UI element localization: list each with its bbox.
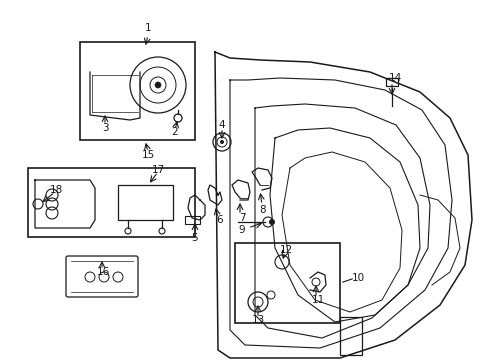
Text: 10: 10 [351, 273, 364, 283]
Bar [184, 216, 200, 224]
Text: 3: 3 [102, 123, 108, 133]
Circle shape [155, 82, 161, 88]
Text: 11: 11 [311, 295, 324, 305]
Text: 7: 7 [238, 213, 245, 223]
Text: 18: 18 [49, 185, 62, 195]
Bar [235, 243, 339, 323]
Text: 12: 12 [279, 245, 292, 255]
Circle shape [268, 219, 274, 225]
Text: 5: 5 [191, 233, 198, 243]
Bar [339, 317, 361, 355]
Circle shape [220, 140, 224, 144]
Bar [385, 78, 397, 86]
Text: 4: 4 [218, 120, 225, 130]
Text: 2: 2 [171, 127, 178, 137]
Bar [28, 168, 195, 237]
Bar [80, 42, 195, 140]
Text: 9: 9 [238, 225, 245, 235]
Text: 16: 16 [96, 267, 109, 277]
Text: 13: 13 [251, 315, 264, 325]
Text: 14: 14 [387, 73, 401, 83]
Bar [118, 185, 173, 220]
Text: 1: 1 [144, 23, 151, 33]
Text: 8: 8 [259, 205, 266, 215]
Text: 6: 6 [216, 215, 223, 225]
Text: 15: 15 [141, 150, 154, 160]
Text: 17: 17 [151, 165, 164, 175]
